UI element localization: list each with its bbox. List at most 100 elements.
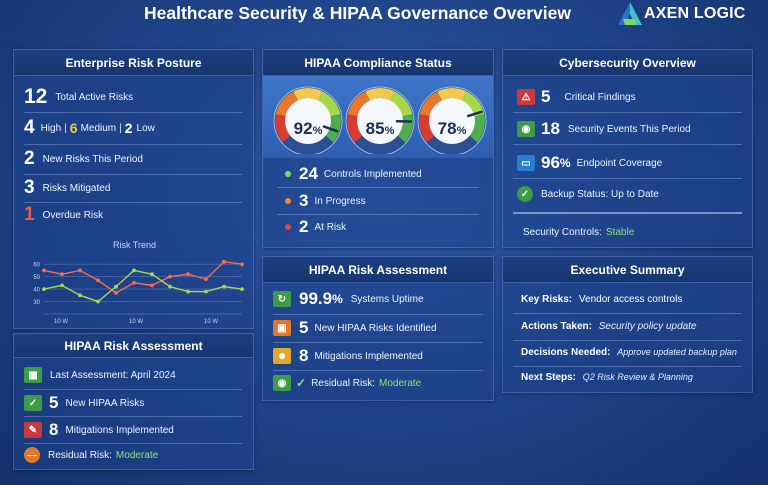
risk-trend-title: Risk Trend <box>112 240 156 250</box>
divider <box>24 174 242 175</box>
uptime-row: ↻ 99.9 % Systems Uptime <box>273 289 424 309</box>
data-point <box>96 299 100 304</box>
gauge-band <box>462 91 485 117</box>
gauge-face <box>285 98 331 144</box>
green-dot-icon <box>285 171 291 177</box>
uptime-icon: ↻ <box>273 291 291 307</box>
lock-icon: ◉ <box>517 121 535 137</box>
gauge-band <box>275 114 291 143</box>
data-point <box>96 278 100 283</box>
gauge-band <box>325 114 341 143</box>
next-steps-row: Next Steps: Q2 Risk Review & Planning <box>521 372 693 383</box>
total-risks-row: 12 Total Active Risks <box>24 85 133 109</box>
assessment-new-value: 5 <box>299 318 309 337</box>
risk-trend-chart: 60 50 40 30 10 W 10 W 10 W <box>33 259 244 325</box>
monitor-icon: ▭ <box>517 155 535 171</box>
divider <box>513 313 742 314</box>
data-point <box>78 293 82 298</box>
gauge-band <box>390 91 413 117</box>
gauge-dial <box>345 86 415 156</box>
gauge-band <box>318 91 341 117</box>
decisions-value: Approve updated backup plan <box>617 347 737 357</box>
gauge-3: 78% <box>417 84 487 156</box>
last-assessment-label: Last Assessment: April 2024 <box>50 369 176 381</box>
wrench-icon: ✎ <box>24 422 42 438</box>
actions-row: Actions Taken: Security policy update <box>521 321 697 332</box>
overdue-label: Overdue Risk <box>42 209 104 221</box>
divider <box>24 389 242 390</box>
mitigated-row: 3 Risks Mitigated <box>24 177 110 199</box>
lock-alert-icon: ⚠ <box>517 89 535 105</box>
data-point <box>132 268 136 273</box>
gauge-value: 85% <box>345 119 415 139</box>
overdue-row: 1 Overdue Risk <box>24 204 103 226</box>
atrisk-label: At Risk <box>314 221 347 233</box>
at-risk-row: 2 At Risk <box>285 217 346 237</box>
divider <box>24 416 242 417</box>
calendar-icon: ▦ <box>24 367 42 383</box>
gauge-unit: % <box>384 125 395 137</box>
security-controls-row: Security Controls: Stable <box>523 227 634 238</box>
user-icon: ☻ <box>273 348 291 364</box>
data-point <box>60 272 64 277</box>
series-line <box>43 260 243 294</box>
divider <box>513 144 742 145</box>
executive-summary-panel: Executive Summary Key Risks: Vendor acce… <box>502 256 753 393</box>
mitigated-value: 3 <box>24 177 35 198</box>
gauge-band <box>365 88 395 101</box>
key-risks-label: Key Risks: <box>521 294 573 305</box>
data-point <box>42 287 46 292</box>
low-value: 2 <box>124 120 133 136</box>
header: Healthcare Security & HIPAA Governance O… <box>0 0 768 30</box>
gauge-value: 92% <box>273 119 343 139</box>
lock-icon: ◉ <box>273 375 291 391</box>
total-risks-label: Total Active Risks <box>55 91 134 103</box>
x-tick-label: 10 W <box>54 319 68 325</box>
data-point <box>114 290 118 295</box>
x-tick-label: 10 W <box>129 319 143 325</box>
gauge-band <box>293 88 323 101</box>
medium-label: Medium <box>80 122 117 134</box>
assessment-mit-value: 8 <box>299 346 309 365</box>
gauge-unit: % <box>312 125 323 137</box>
new-risks-value: 2 <box>24 148 35 169</box>
divider <box>513 212 742 214</box>
uptime-value: 99.9 <box>299 289 333 308</box>
events-value: 18 <box>541 119 560 138</box>
gauge-number: 78 <box>437 119 457 138</box>
total-risks-value: 12 <box>24 85 48 108</box>
severity-divider: | <box>64 122 67 134</box>
controls-implemented-row: 24 Controls Implemented <box>285 164 422 184</box>
critical-findings-row: ⚠ 5 Critical Findings <box>517 87 636 107</box>
new-hipaa-value: 5 <box>49 393 59 412</box>
gauge-band <box>347 114 363 143</box>
gauge-face <box>429 98 475 144</box>
assessment-title: HIPAA Risk Assessment <box>263 257 493 283</box>
key-risks-row: Key Risks: Vendor access controls <box>521 294 682 305</box>
compliance-panel: HIPAA Compliance Status 92% 85% 78% 24 C… <box>262 49 494 248</box>
risk-posture-title: Enterprise Risk Posture <box>14 50 253 76</box>
page-title: Healthcare Security & HIPAA Governance O… <box>144 3 571 23</box>
data-point <box>186 272 190 277</box>
high-label: High <box>40 122 62 134</box>
logo-text: AXEN LOGIC <box>644 5 746 22</box>
divider <box>24 144 242 145</box>
in-progress-row: 3 In Progress <box>285 191 366 211</box>
divider <box>513 366 742 367</box>
summary-title: Executive Summary <box>503 257 752 283</box>
alert-icon: ▣ <box>273 320 291 336</box>
new-hipaa-row: ✓ 5 New HIPAA Risks <box>24 393 144 413</box>
divider <box>277 187 479 188</box>
minus-circle-icon: — <box>24 447 40 463</box>
y-tick-label: 50 <box>33 275 40 281</box>
gauge-number: 85 <box>365 119 385 138</box>
data-point <box>222 284 226 289</box>
uptime-unit: % <box>332 292 343 306</box>
data-point <box>114 284 118 289</box>
orange-dot-icon <box>285 198 291 204</box>
assessment-mitigations-row: ☻ 8 Mitigations Implemented <box>273 346 423 366</box>
data-point <box>42 268 46 273</box>
backup-row: ✓ Backup Status: Up to Date <box>517 186 659 202</box>
data-point <box>168 274 172 279</box>
data-point <box>60 283 64 288</box>
